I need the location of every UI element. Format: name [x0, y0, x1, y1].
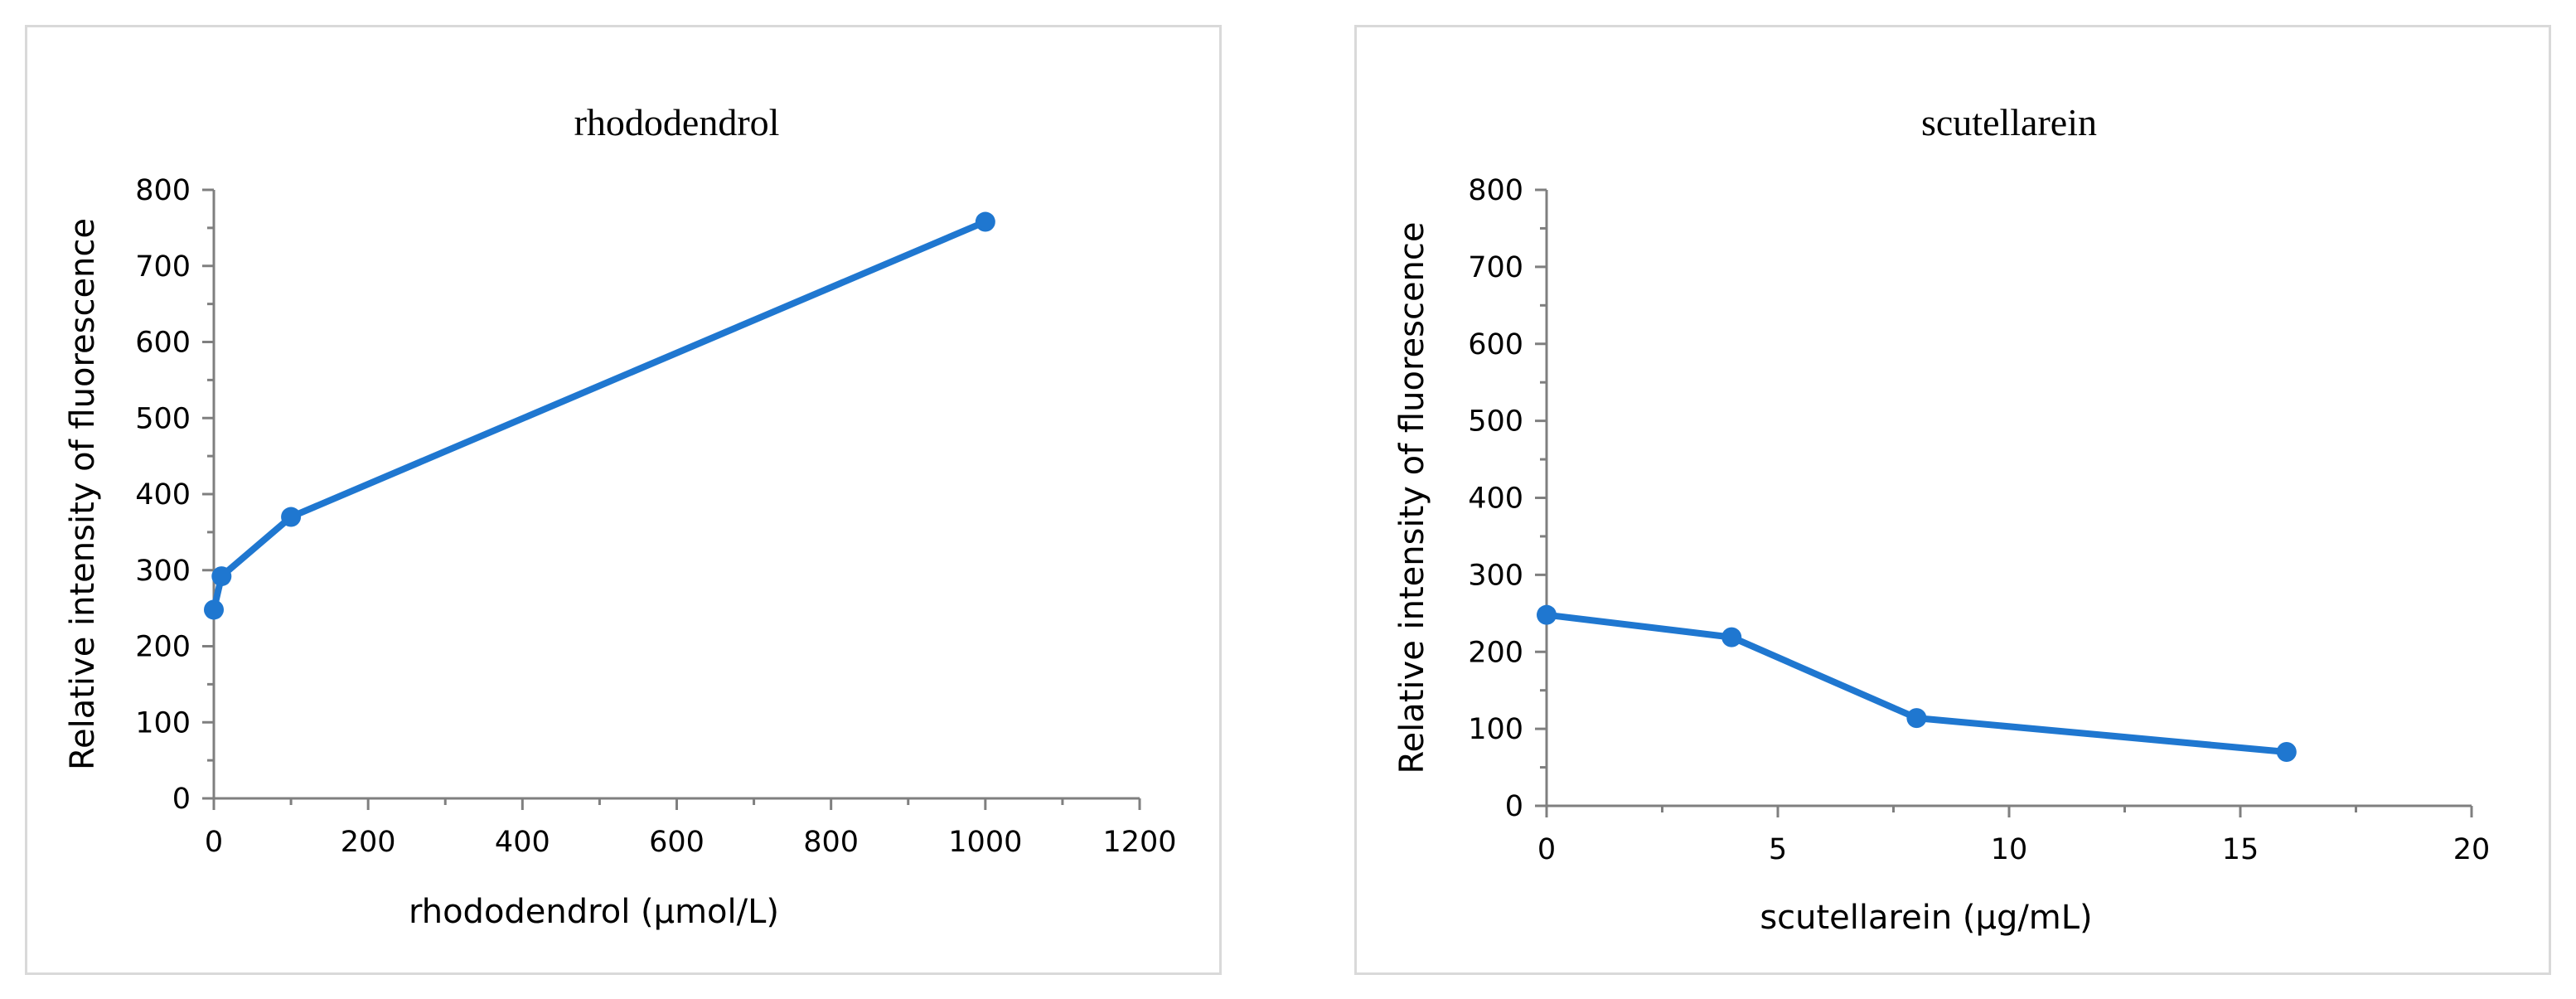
- data-point: [975, 211, 995, 232]
- x-axis-title: rhododendrol (µmol/L): [409, 893, 779, 931]
- y-tick-label: 600: [135, 327, 191, 360]
- y-tick-label: 800: [1468, 174, 1523, 207]
- y-axis-title: Relative intensity of fluorescence: [1393, 221, 1431, 773]
- x-tick-label: 5: [1769, 833, 1787, 866]
- y-tick-label: 100: [135, 706, 191, 740]
- y-tick-label: 700: [135, 250, 191, 284]
- x-tick-label: 1000: [948, 826, 1022, 859]
- x-tick-label: 200: [341, 826, 396, 859]
- series-line-scutellarein: [1543, 611, 2290, 755]
- chart-title-scutellarein: scutellarein: [1921, 101, 2097, 143]
- chart-title-rhododendrol: rhododendrol: [574, 101, 780, 143]
- data-point: [211, 566, 232, 587]
- y-tick-label: 400: [1468, 483, 1523, 516]
- y-tick-label: 800: [135, 174, 191, 207]
- y-axis-title: Relative intensity of fluorescence: [64, 218, 102, 770]
- y-tick-label: 0: [172, 783, 191, 816]
- y-tick-label: 200: [135, 631, 191, 664]
- series-line-rhododendrol: [211, 218, 989, 613]
- data-point: [1537, 604, 1557, 625]
- y-tick-label: 600: [1468, 328, 1523, 361]
- y-tick-label: 400: [135, 478, 191, 512]
- x-tick-label: 800: [803, 826, 859, 859]
- x-tick-label: 0: [205, 826, 223, 859]
- y-tick-label: 200: [1468, 636, 1523, 669]
- y-tick-label: 100: [1468, 713, 1523, 746]
- data-point: [204, 599, 224, 620]
- data-point: [1721, 627, 1742, 647]
- y-tick-label: 300: [1468, 559, 1523, 592]
- data-point: [2276, 741, 2297, 762]
- chart-rhododendrol: rhododendrol 0 100 200 300 400 500 600 700 800 0 20…: [64, 101, 1177, 931]
- x-tick-label: 15: [2222, 833, 2259, 866]
- x-tick-label: 10: [1991, 833, 2028, 866]
- y-tick-label: 0: [1505, 790, 1523, 823]
- chart-panel-scutellarein: scutellarein 0 100 200 300 400 500 600 700 800 0 5 1…: [1354, 25, 2551, 975]
- y-tick-label: 500: [1468, 405, 1523, 439]
- x-tick-label: 0: [1537, 833, 1556, 866]
- chart-scutellarein: scutellarein 0 100 200 300 400 500 600 700 800 0 5 1…: [1393, 101, 2491, 937]
- y-tick-label: 700: [1468, 251, 1523, 284]
- y-tick-label: 300: [135, 555, 191, 588]
- x-axis-title: scutellarein (µg/mL): [1760, 899, 2092, 937]
- chart-panel-rhododendrol: rhododendrol 0 100 200 300 400 500 600 700 800 0 20…: [25, 25, 1222, 975]
- y-tick-label: 500: [135, 402, 191, 435]
- x-tick-label: 600: [649, 826, 705, 859]
- data-point: [281, 507, 302, 527]
- x-tick-label: 400: [495, 826, 550, 859]
- data-point: [1906, 708, 1927, 729]
- x-tick-label: 1200: [1102, 826, 1176, 859]
- x-tick-label: 20: [2453, 833, 2491, 866]
